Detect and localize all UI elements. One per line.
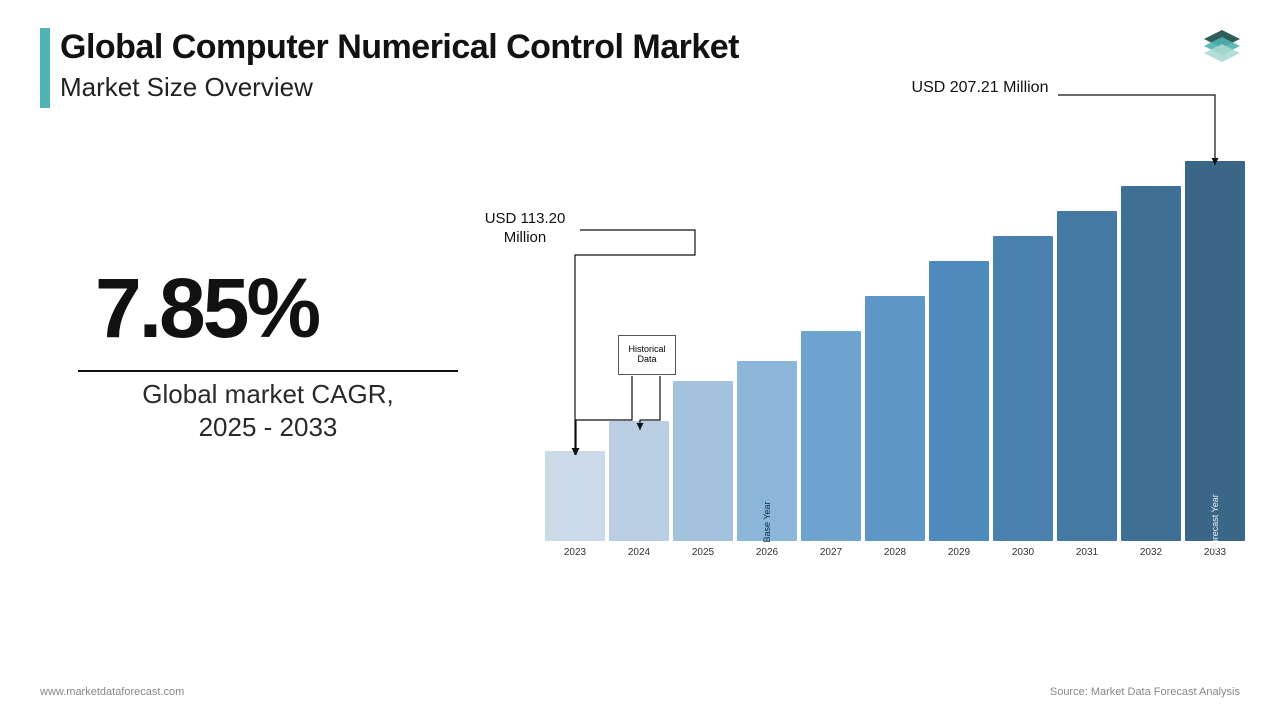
bar	[673, 381, 733, 541]
bar	[1057, 211, 1117, 541]
bar-in-label: Forecast Year	[1210, 494, 1220, 550]
bar-wrap: 2024	[609, 421, 669, 558]
bar-wrap: 2028	[865, 296, 925, 558]
bar-wrap: Forecast Year2033	[1185, 161, 1245, 558]
bar-in-label: Base Year	[762, 501, 772, 542]
cagr-label: Global market CAGR, 2025 - 2033	[78, 378, 458, 443]
year-label: 2027	[820, 547, 842, 558]
year-label: 2032	[1140, 547, 1162, 558]
bar	[993, 236, 1053, 541]
year-label: 2028	[884, 547, 906, 558]
title-accent-bar	[40, 28, 50, 108]
bar-wrap: 2031	[1057, 211, 1117, 558]
page-root: Global Computer Numerical Control Market…	[0, 0, 1280, 720]
bar-wrap: 2030	[993, 236, 1053, 558]
bar	[801, 331, 861, 541]
bar-wrap: 2032	[1121, 186, 1181, 558]
bar-wrap: 2027	[801, 331, 861, 558]
footer-url: www.marketdataforecast.com	[40, 686, 184, 698]
callout-end-value: USD 207.21 Million	[900, 78, 1060, 98]
bar-wrap: 2029	[929, 261, 989, 558]
bar: Forecast Year	[1185, 161, 1245, 541]
page-title: Global Computer Numerical Control Market	[60, 28, 739, 67]
brand-logo-icon	[1192, 20, 1252, 70]
cagr-label-line1: Global market CAGR,	[142, 379, 393, 409]
year-label: 2023	[564, 547, 586, 558]
bar: Base Year	[737, 361, 797, 541]
year-label: 2029	[948, 547, 970, 558]
footer-source: Source: Market Data Forecast Analysis	[1050, 686, 1240, 698]
year-label: 2025	[692, 547, 714, 558]
year-label: 2031	[1076, 547, 1098, 558]
bar	[545, 451, 605, 541]
bar	[929, 261, 989, 541]
bar	[1121, 186, 1181, 541]
bar-wrap: 2025	[673, 381, 733, 558]
year-label: 2030	[1012, 547, 1034, 558]
year-label: 2024	[628, 547, 650, 558]
bar-wrap: 2023	[545, 451, 605, 558]
cagr-value: 7.85%	[95, 260, 318, 357]
cagr-label-line2: 2025 - 2033	[199, 412, 338, 442]
bars-row: 2023 2024 2025 Base Year 2026 2027 2028 2029 203…	[545, 158, 1245, 558]
bar	[865, 296, 925, 541]
bar	[609, 421, 669, 541]
cagr-underline	[78, 370, 458, 372]
bar-wrap: Base Year 2026	[737, 361, 797, 558]
page-subtitle: Market Size Overview	[60, 72, 313, 103]
bar-chart: 2023 2024 2025 Base Year 2026 2027 2028 2029 203…	[545, 140, 1245, 580]
year-label: 2026	[756, 547, 778, 558]
